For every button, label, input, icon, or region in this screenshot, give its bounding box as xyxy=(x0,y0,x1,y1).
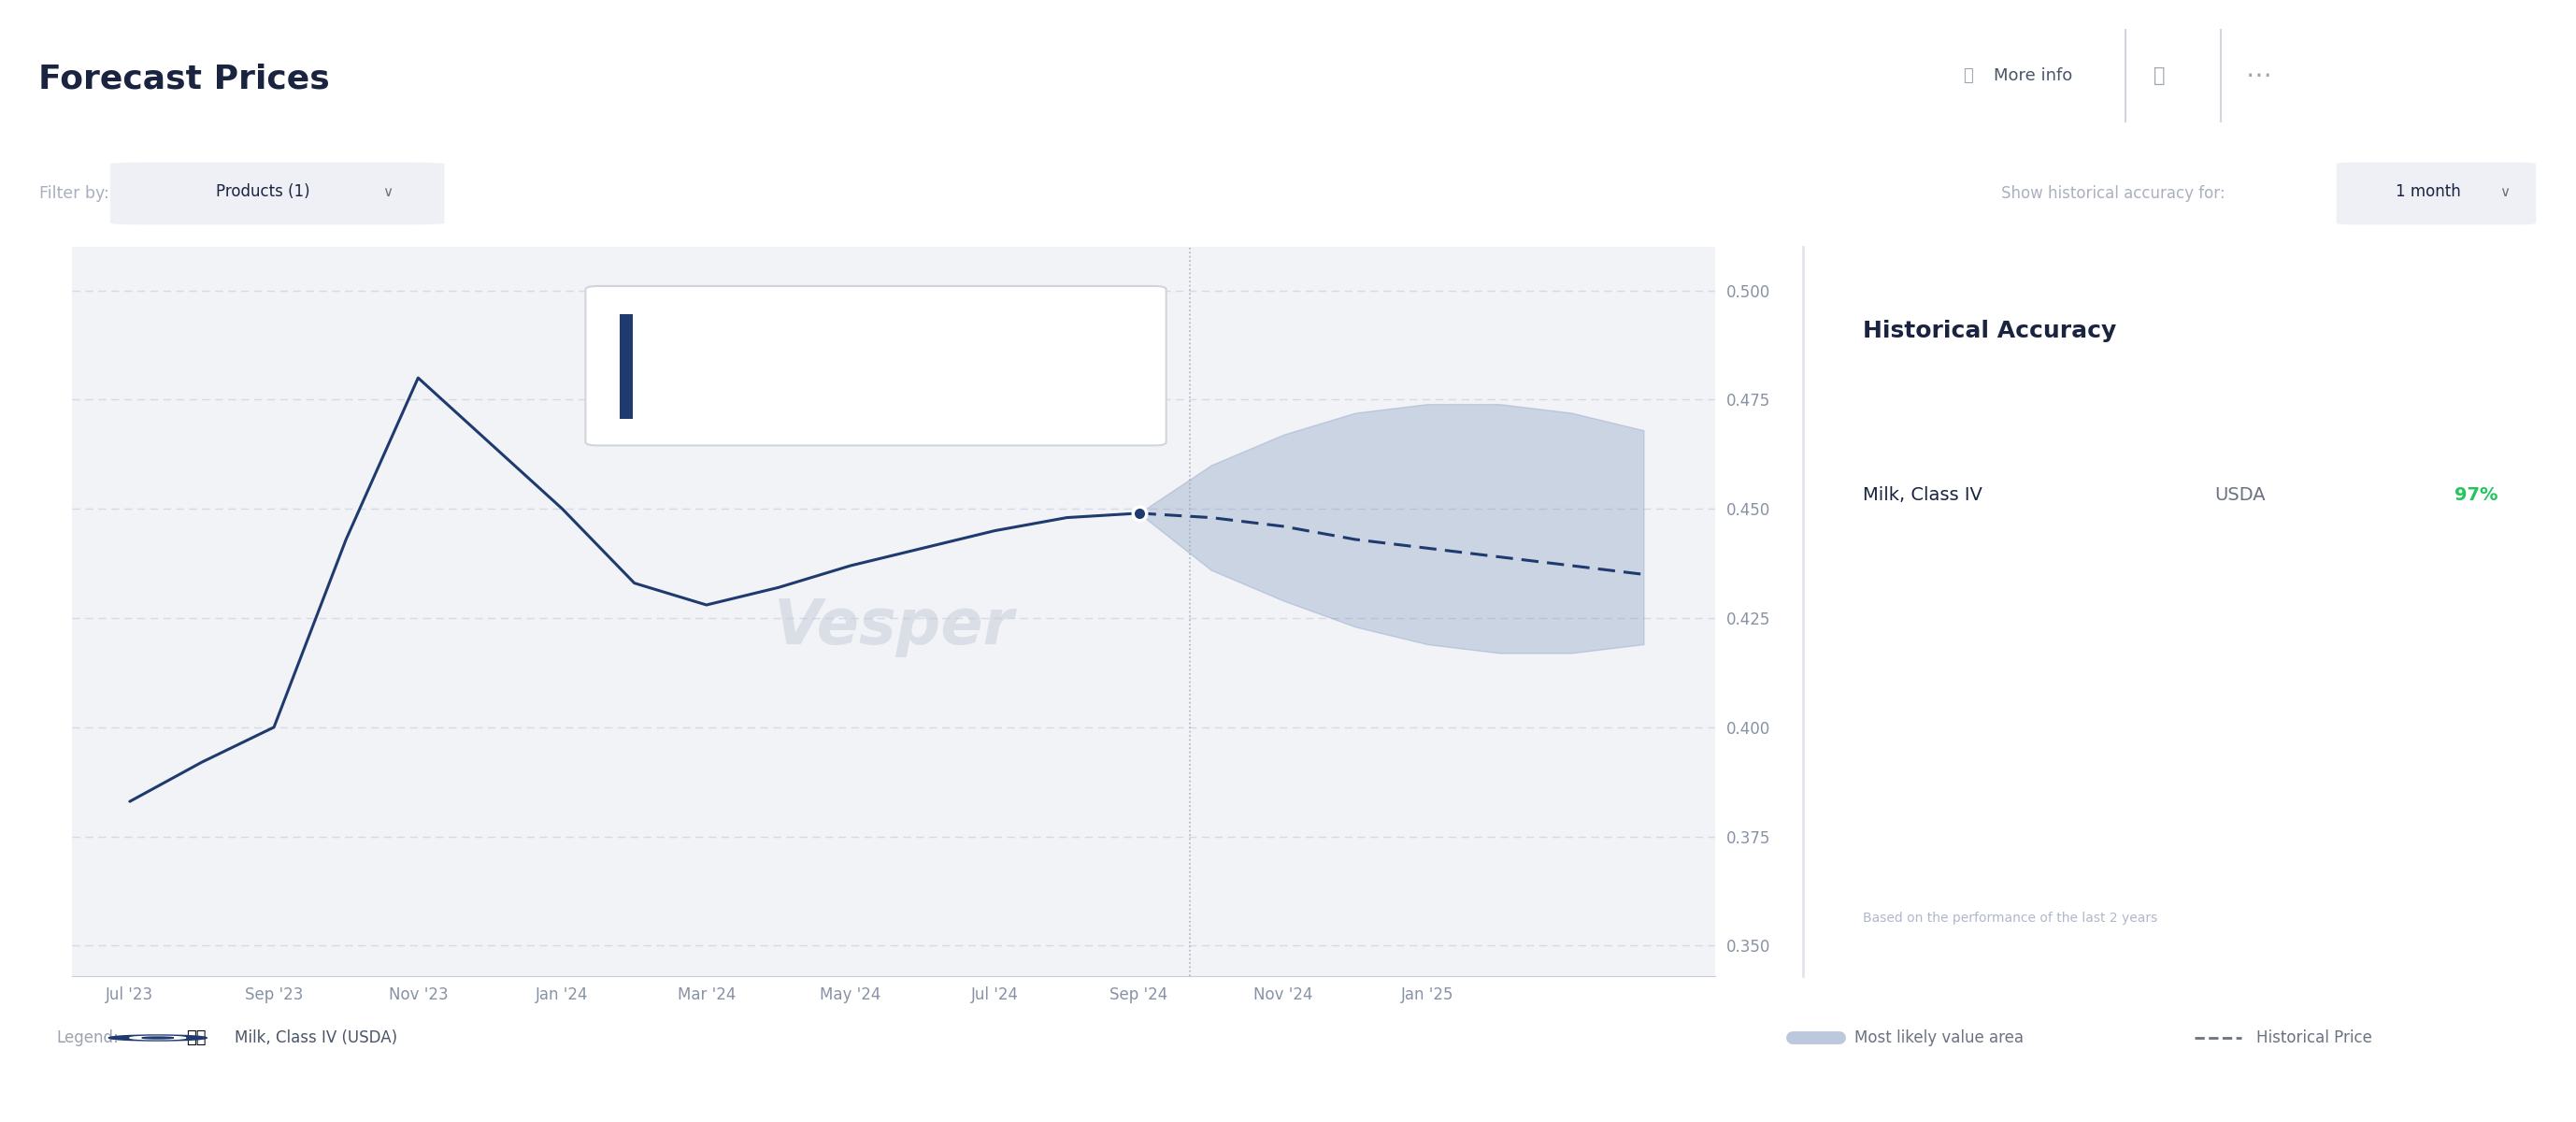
Text: Based on the performance of the last 2 years: Based on the performance of the last 2 y… xyxy=(1862,911,2159,925)
Text: ⋯: ⋯ xyxy=(2246,63,2272,89)
Text: ⓘ: ⓘ xyxy=(1963,67,1973,84)
Text: USDA, Forecast Oct 24, Milk, Class IV: USDA, Forecast Oct 24, Milk, Class IV xyxy=(647,312,902,327)
Circle shape xyxy=(129,1037,185,1039)
Text: ∨: ∨ xyxy=(2499,185,2509,199)
Text: EUR/litres: EUR/litres xyxy=(896,383,976,399)
Text: 🇺🇸: 🇺🇸 xyxy=(185,1030,206,1046)
Text: Milk, Class IV (USDA): Milk, Class IV (USDA) xyxy=(234,1030,397,1046)
Point xyxy=(1118,504,1159,522)
Text: Historical Accuracy: Historical Accuracy xyxy=(1862,320,2117,342)
FancyBboxPatch shape xyxy=(2336,163,2535,224)
Text: ∨: ∨ xyxy=(381,185,392,199)
Text: Vesper: Vesper xyxy=(773,595,1015,656)
Circle shape xyxy=(108,1034,206,1041)
Text: Milk, Class IV: Milk, Class IV xyxy=(1862,486,1984,504)
Text: Historical Price: Historical Price xyxy=(2257,1030,2372,1046)
Text: 🖼: 🖼 xyxy=(2154,66,2166,85)
Text: 1 month: 1 month xyxy=(2396,183,2460,200)
FancyBboxPatch shape xyxy=(111,163,443,224)
Text: Products (1): Products (1) xyxy=(216,183,309,200)
Text: USDA: USDA xyxy=(2215,486,2264,504)
Text: 0.4472: 0.4472 xyxy=(647,375,778,406)
Text: More info: More info xyxy=(1994,67,2074,84)
Text: Legend:: Legend: xyxy=(57,1030,118,1046)
Text: Filter by:: Filter by: xyxy=(39,185,108,202)
Circle shape xyxy=(142,1037,173,1039)
FancyBboxPatch shape xyxy=(585,286,1167,445)
Text: Forecast Prices: Forecast Prices xyxy=(39,63,330,94)
Text: 97%: 97% xyxy=(2455,486,2499,504)
Bar xyxy=(621,314,634,419)
Text: Show historical accuracy for:: Show historical accuracy for: xyxy=(2002,185,2226,202)
Text: Most likely value area: Most likely value area xyxy=(1855,1030,2025,1046)
